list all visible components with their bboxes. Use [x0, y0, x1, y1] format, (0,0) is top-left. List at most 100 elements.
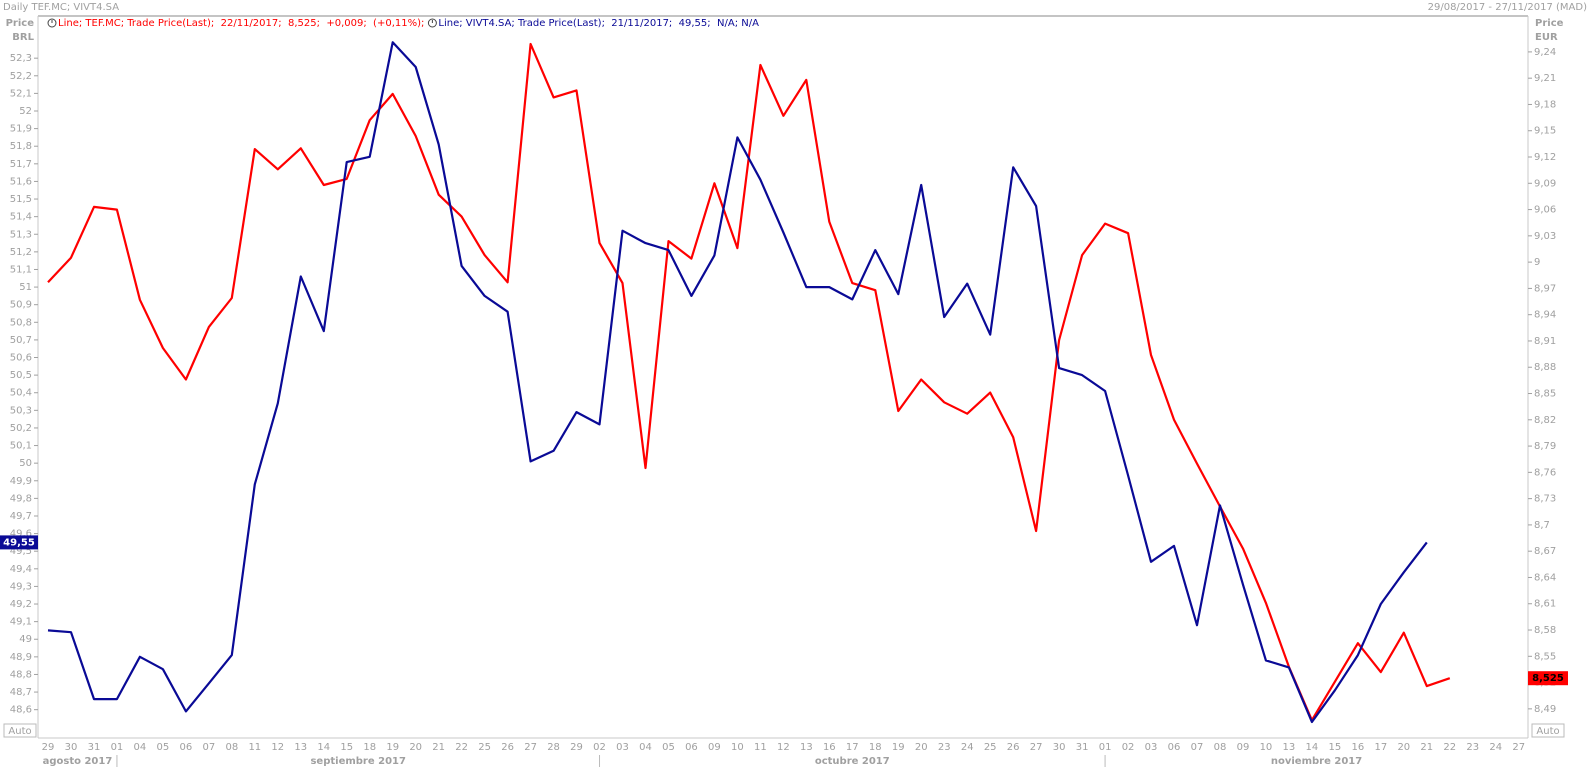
- x-tick-label: 15: [1329, 742, 1342, 753]
- y-tick-label: 50,4: [10, 388, 32, 399]
- y2-tick-label: 8,7: [1534, 520, 1550, 531]
- x-tick-label: 02: [1122, 742, 1135, 753]
- y2-tick-label: 8,88: [1534, 362, 1556, 373]
- y2-tick-label: 9,09: [1534, 178, 1556, 189]
- y-tick-label: 52,1: [10, 88, 32, 99]
- x-tick-label: 21: [432, 742, 445, 753]
- last-value-label: 8,525: [1532, 673, 1564, 684]
- x-tick-label: 14: [317, 742, 330, 753]
- y-tick-label: 51,5: [10, 194, 32, 205]
- x-tick-label: 30: [65, 742, 78, 753]
- x-tick-label: 21: [1420, 742, 1433, 753]
- y-tick-label: 48,8: [10, 669, 32, 680]
- y2-tick-label: 8,91: [1534, 336, 1556, 347]
- y2-tick-label: 9,03: [1534, 231, 1556, 242]
- y-tick-label: 49,4: [10, 564, 32, 575]
- y2-tick-label: 8,55: [1534, 651, 1556, 662]
- y2-tick-label: 8,79: [1534, 441, 1556, 452]
- x-tick-label: 19: [892, 742, 905, 753]
- y-tick-label: 51,7: [10, 159, 32, 170]
- month-label: noviembre 2017: [1271, 756, 1362, 767]
- y-tick-label: 49: [19, 634, 32, 645]
- y2-tick-label: 9,12: [1534, 152, 1556, 163]
- x-tick-label: 20: [1397, 742, 1410, 753]
- x-tick-label: 23: [938, 742, 951, 753]
- x-tick-label: 19: [386, 742, 399, 753]
- x-tick-label: 07: [202, 742, 215, 753]
- x-tick-label: 13: [1283, 742, 1296, 753]
- x-tick-label: 01: [1099, 742, 1112, 753]
- y2-tick-label: 8,49: [1534, 704, 1556, 715]
- x-tick-label: 05: [662, 742, 675, 753]
- y2-tick-label: 8,94: [1534, 310, 1556, 321]
- y-tick-label: 50,9: [10, 300, 32, 311]
- y2-tick-label: 8,67: [1534, 546, 1556, 557]
- y-tick-label: 51,4: [10, 212, 32, 223]
- x-tick-label: 15: [340, 742, 353, 753]
- y-tick-label: 48,9: [10, 652, 32, 663]
- y-tick-label: 51,9: [10, 124, 32, 135]
- auto-button[interactable]: [3, 723, 37, 738]
- x-tick-label: 17: [846, 742, 859, 753]
- x-tick-label: 13: [800, 742, 813, 753]
- x-tick-label: 12: [777, 742, 790, 753]
- x-tick-label: 08: [1214, 742, 1227, 753]
- y2-tick-label: 9,24: [1534, 47, 1556, 58]
- x-tick-label: 31: [1076, 742, 1089, 753]
- x-tick-label: 27: [1512, 742, 1525, 753]
- y-tick-label: 49,7: [10, 511, 32, 522]
- last-value-box: [1528, 671, 1568, 686]
- last-value-box: [0, 535, 38, 550]
- x-tick-label: 20: [409, 742, 422, 753]
- x-tick-label: 29: [570, 742, 583, 753]
- y2-tick-label: 8,82: [1534, 415, 1556, 426]
- y-axis-unit: BRL: [12, 32, 34, 43]
- y2-tick-label: 8,97: [1534, 283, 1556, 294]
- x-tick-label: 28: [547, 742, 560, 753]
- x-tick-label: 25: [984, 742, 997, 753]
- x-tick-label: 22: [455, 742, 468, 753]
- x-tick-label: 04: [134, 742, 147, 753]
- x-tick-label: 27: [524, 742, 537, 753]
- last-value-label: 49,55: [3, 537, 35, 548]
- y-tick-label: 52: [19, 106, 32, 117]
- y-tick-label: 51,2: [10, 247, 32, 258]
- x-tick-label: 04: [639, 742, 652, 753]
- x-tick-label: 18: [363, 742, 376, 753]
- y-tick-label: 50,8: [10, 317, 32, 328]
- y2-tick-label: 8,61: [1534, 599, 1556, 610]
- y2-tick-label: 9,21: [1534, 73, 1556, 84]
- auto-button[interactable]: [1531, 723, 1565, 738]
- month-label: agosto 2017: [43, 756, 113, 767]
- y-tick-label: 50,5: [10, 370, 32, 381]
- y-tick-label: 49,6: [10, 529, 32, 540]
- x-tick-label: 25: [478, 742, 491, 753]
- auto-button-label[interactable]: Auto: [8, 726, 31, 737]
- x-tick-label: 17: [1374, 742, 1387, 753]
- y2-tick-label: 8,73: [1534, 494, 1556, 505]
- y-tick-label: 52,2: [10, 71, 32, 82]
- y-tick-label: 48,7: [10, 687, 32, 698]
- x-tick-label: 18: [869, 742, 882, 753]
- legend-entry: Line; TEF.MC; Trade Price(Last); 22/11/2…: [58, 18, 424, 29]
- y-tick-label: 49,2: [10, 599, 32, 610]
- y2-tick-label: 9,15: [1534, 126, 1556, 137]
- x-tick-label: 02: [593, 742, 606, 753]
- x-tick-label: 06: [180, 742, 193, 753]
- x-tick-label: 01: [111, 742, 124, 753]
- x-tick-label: 16: [823, 742, 836, 753]
- y-tick-label: 49,1: [10, 617, 32, 628]
- x-tick-label: 20: [915, 742, 928, 753]
- y-tick-label: 52,3: [10, 53, 32, 64]
- y-tick-label: 49,3: [10, 581, 32, 592]
- x-tick-label: 29: [42, 742, 55, 753]
- y-tick-label: 49,8: [10, 493, 32, 504]
- auto-button-label[interactable]: Auto: [1536, 726, 1559, 737]
- y-axis-title: Price: [6, 18, 35, 29]
- y2-axis-title: Price: [1535, 18, 1564, 29]
- y2-tick-label: 9,18: [1534, 99, 1556, 110]
- chart-title: Daily TEF.MC; VIVT4.SA: [3, 2, 119, 13]
- x-tick-label: 26: [501, 742, 514, 753]
- y-tick-label: 51,3: [10, 229, 32, 240]
